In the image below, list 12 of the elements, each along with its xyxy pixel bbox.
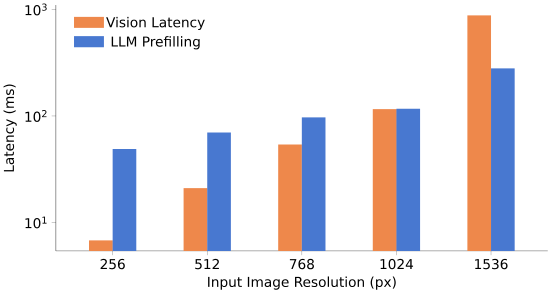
x-tick-label: 256 bbox=[100, 258, 125, 270]
y-axis-title: Latency (ms) bbox=[4, 84, 17, 172]
x-tick-label: 1024 bbox=[380, 258, 414, 270]
x-tick-label: 768 bbox=[290, 258, 314, 270]
x-tick-label: 512 bbox=[195, 258, 219, 270]
x-axis-title: Input Image Resolution (px) bbox=[208, 276, 396, 290]
y-tick-label: 10$^{3}$ bbox=[25, 3, 47, 16]
y-tick-label: 10$^{1}$ bbox=[25, 216, 47, 228]
legend-label: LLM Prefilling bbox=[112, 36, 200, 50]
x-tick-label: 1536 bbox=[475, 258, 508, 270]
y-tick-label: 10$^{2}$ bbox=[25, 110, 46, 122]
legend-label: Vision Latency bbox=[106, 16, 205, 30]
